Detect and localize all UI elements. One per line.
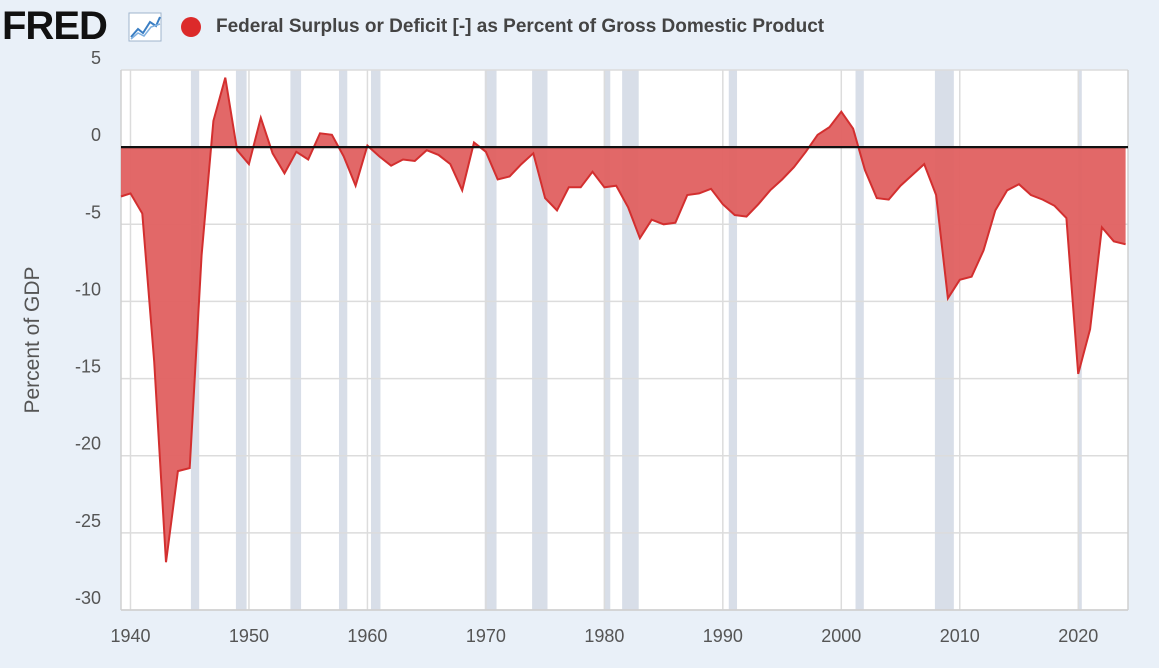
fred-logo[interactable]: FRED (2, 4, 108, 48)
grid-lines (120, 69, 1129, 611)
recession-band-6 (532, 70, 548, 610)
y-tick-label: -10 (75, 279, 101, 299)
y-axis-label: Percent of GDP (21, 266, 44, 413)
x-axis: 1940 1950 1960 1970 1980 1990 2000 2010 2020 (110, 609, 1128, 646)
series-line[interactable] (120, 77, 1126, 563)
y-tick-label: 0 (91, 125, 101, 145)
y-tick-label: -30 (75, 588, 101, 608)
chart-header: FRED Federal Surplus or Deficit [-] as P… (0, 0, 1159, 56)
x-tick-label: 1940 (110, 626, 150, 646)
recession-band-10 (855, 70, 864, 610)
x-tick-label: 1980 (584, 626, 624, 646)
y-axis: 5 0 -5 -10 -15 -20 -25 -30 (75, 48, 101, 608)
x-tick-label: 1960 (347, 626, 387, 646)
legend[interactable]: Federal Surplus or Deficit [-] as Percen… (181, 14, 824, 40)
line-chart-icon[interactable] (128, 12, 162, 42)
legend-label: Federal Surplus or Deficit [-] as Percen… (216, 16, 825, 37)
recession-band-9 (728, 70, 738, 610)
recession-band-7 (604, 70, 611, 610)
y-tick-label: 5 (91, 48, 101, 68)
recession-band-1 (235, 70, 247, 610)
x-tick-label: 1970 (466, 626, 506, 646)
recession-band-2 (290, 70, 302, 610)
series-area-fill (121, 77, 1126, 563)
series-area (120, 77, 1126, 563)
x-tick-label: 2020 (1058, 626, 1098, 646)
recession-band-3 (338, 70, 348, 610)
y-tick-label: -20 (75, 434, 101, 454)
recession-band-4 (370, 70, 381, 610)
recession-band-5 (484, 70, 497, 610)
x-tick-label: 2010 (940, 626, 980, 646)
legend-marker (181, 17, 201, 37)
x-tick-label: 2000 (821, 626, 861, 646)
y-tick-label: -5 (85, 202, 101, 222)
y-tick-label: -15 (75, 357, 101, 377)
y-tick-label: -25 (75, 511, 101, 531)
x-tick-label: 1990 (703, 626, 743, 646)
x-tick-label: 1950 (229, 626, 269, 646)
